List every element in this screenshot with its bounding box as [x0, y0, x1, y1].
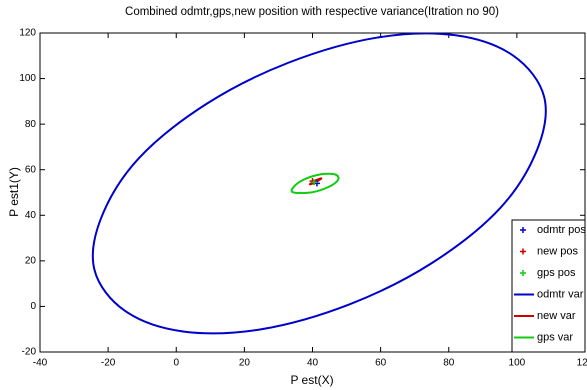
position-marker — [311, 179, 318, 186]
x-tick-label: 100 — [509, 358, 526, 369]
y-tick-label: 120 — [19, 28, 36, 39]
y-tick-label: 60 — [25, 164, 37, 175]
x-tick-label: 40 — [307, 358, 319, 369]
y-tick-label: 40 — [25, 210, 37, 221]
legend-marker — [520, 227, 526, 233]
y-axis-label: P est1(Y) — [7, 167, 21, 217]
legend-box — [511, 219, 586, 353]
y-tick-label: 80 — [25, 119, 37, 130]
x-tick-label: 60 — [375, 358, 387, 369]
x-tick-label: -40 — [33, 358, 48, 369]
variance-ellipse — [290, 172, 340, 195]
x-tick-label: 0 — [173, 358, 179, 369]
legend-label: new var — [537, 310, 576, 322]
legend-label: gps var — [537, 331, 573, 343]
x-axis-label: P est(X) — [290, 373, 333, 387]
legend-label: odmtr pos — [537, 224, 586, 236]
variance-ellipse — [91, 33, 547, 335]
legend-marker — [520, 248, 526, 255]
y-tick-label: 0 — [30, 301, 36, 312]
x-tick-label: -20 — [101, 358, 116, 369]
x-tick-label: 20 — [239, 358, 251, 369]
x-tick-label: 120 — [577, 358, 587, 369]
legend-label: gps pos — [537, 267, 576, 279]
legend: odmtr pos new pos gps pos odmtr var new var g… — [511, 219, 586, 353]
y-tick-label: -20 — [22, 347, 37, 358]
plot-layer — [91, 33, 547, 335]
legend-marker — [520, 270, 526, 276]
y-tick-label: 100 — [19, 73, 36, 84]
y-tick-label: 20 — [25, 255, 37, 266]
legend-label: new pos — [537, 245, 578, 257]
legend-label: odmtr var — [537, 288, 584, 300]
x-tick-label: 80 — [443, 358, 455, 369]
chart-title: Combined odmtr,gps,new position with res… — [125, 6, 499, 18]
